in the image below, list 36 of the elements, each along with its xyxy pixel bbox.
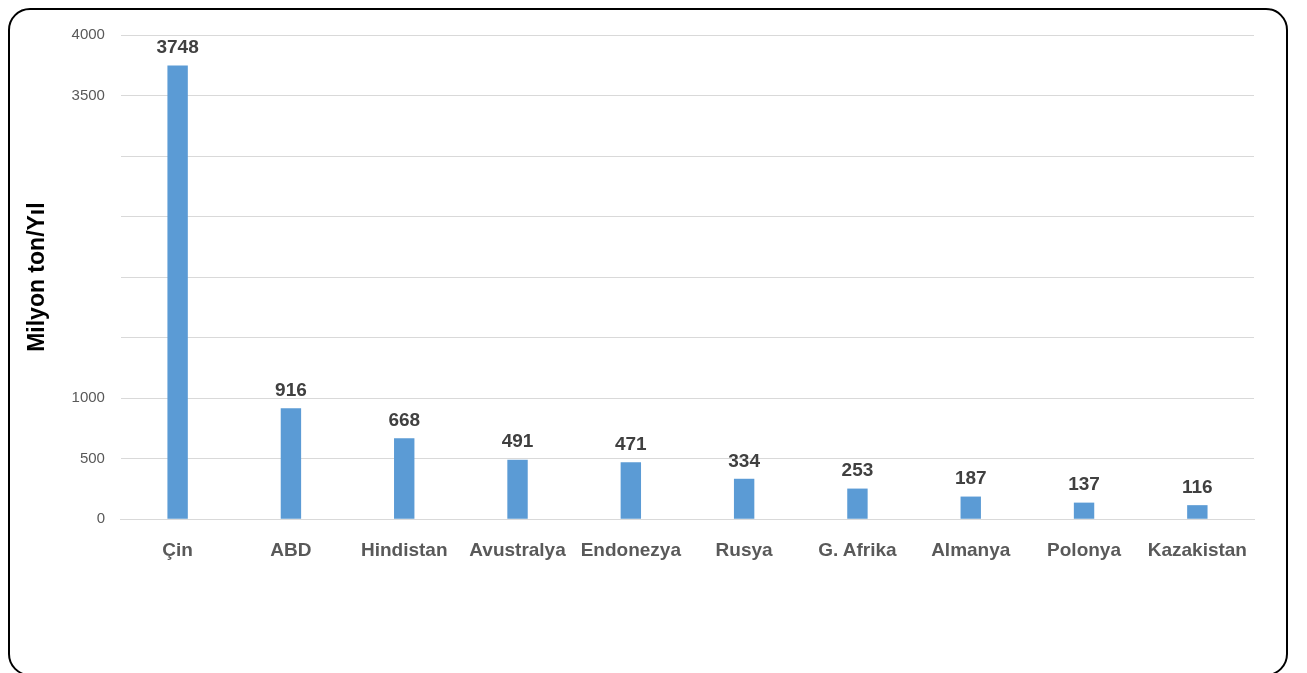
data-label: 334 (728, 449, 761, 471)
bar (847, 488, 868, 519)
bar (280, 408, 302, 519)
data-label: 116 (1182, 475, 1213, 497)
y-tick-label: 500 (79, 448, 105, 466)
x-tick-label: Kazakistan (1147, 538, 1247, 560)
data-label: 253 (841, 459, 874, 481)
x-tick-label: Rusya (715, 538, 774, 560)
bar (1187, 505, 1208, 519)
x-tick-label: Avustralya (469, 538, 567, 560)
x-tick-label: Polonya (1047, 538, 1122, 560)
y-axis-title: Milyon ton/Yıl (23, 202, 50, 352)
data-label: 491 (501, 430, 534, 452)
data-label: 137 (1068, 473, 1100, 495)
data-label: 187 (954, 467, 987, 489)
data-label: 3748 (156, 36, 199, 58)
x-tick-label: Endonezya (580, 538, 682, 560)
y-tick-label: 1000 (71, 388, 105, 406)
x-tick-label: Hindistan (360, 538, 448, 560)
y-tick-label: 4000 (71, 25, 105, 43)
x-tick-label: Almanya (931, 538, 1011, 560)
data-label: 471 (614, 432, 648, 454)
x-tick-label: Çin (162, 538, 193, 560)
y-tick-label: 3500 (71, 85, 105, 103)
bar (620, 462, 642, 519)
data-label: 916 (275, 379, 307, 401)
bar (167, 65, 188, 519)
x-tick-label: G. Afrika (818, 538, 898, 560)
bar (960, 496, 981, 519)
bar (394, 438, 415, 519)
bar (733, 478, 755, 519)
bar (507, 459, 528, 519)
y-tick-label: 0 (96, 509, 105, 527)
bar (1073, 502, 1095, 519)
x-tick-label: ABD (270, 538, 312, 560)
data-label: 668 (388, 409, 421, 431)
